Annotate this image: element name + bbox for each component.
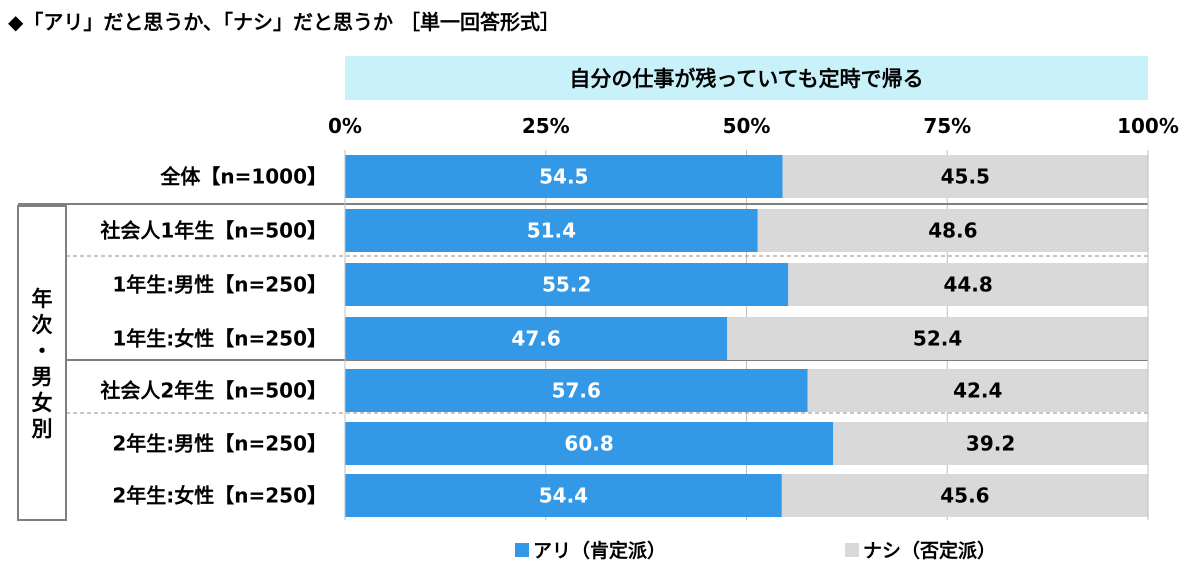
data-label: 57.6 xyxy=(552,379,601,403)
category-label: 社会人2年生【n=500】 xyxy=(99,379,327,403)
data-label: 54.4 xyxy=(539,484,588,508)
legend-swatch xyxy=(845,542,859,557)
data-label: 45.5 xyxy=(941,165,990,189)
x-tick-label: 100% xyxy=(1117,114,1179,138)
data-label: 42.4 xyxy=(953,379,1002,403)
data-label: 60.8 xyxy=(564,432,613,456)
bar-nashi xyxy=(833,422,1148,465)
question-header: 自分の仕事が残っていても定時で帰る xyxy=(345,56,1148,100)
legend-label: アリ（肯定派） xyxy=(533,540,667,562)
group-label-char: 別 xyxy=(32,417,53,441)
category-label: 1年生:男性【n=250】 xyxy=(112,273,327,297)
data-label: 55.2 xyxy=(542,273,591,297)
category-label: 2年生:女性【n=250】 xyxy=(112,484,327,508)
data-label: 52.4 xyxy=(913,327,962,351)
bar-nashi xyxy=(781,474,1148,517)
legend-swatch xyxy=(515,542,529,557)
bar-ari xyxy=(345,317,728,360)
category-label: 2年生:男性【n=250】 xyxy=(112,432,327,456)
bar-ari xyxy=(345,474,782,517)
category-label: 社会人1年生【n=500】 xyxy=(99,219,327,243)
x-tick-label: 25% xyxy=(522,114,570,138)
legend-item: アリ（肯定派） xyxy=(515,536,666,563)
x-tick-label: 0% xyxy=(328,114,362,138)
bar-nashi xyxy=(782,155,1148,198)
category-label: 全体【n=1000】 xyxy=(159,165,327,189)
bar-ari xyxy=(345,369,808,412)
group-label-char: 年 xyxy=(32,287,53,311)
bar-nashi xyxy=(757,209,1148,252)
x-tick-label: 75% xyxy=(923,114,971,138)
bar-nashi xyxy=(788,263,1148,306)
group-label-char: 次 xyxy=(32,313,53,337)
data-label: 45.6 xyxy=(940,484,989,508)
bar-nashi xyxy=(727,317,1148,360)
group-label-char: 女 xyxy=(32,391,53,415)
bar-ari xyxy=(345,155,783,198)
bar-ari xyxy=(345,263,789,306)
data-label: 54.5 xyxy=(539,165,588,189)
legend-item: ナシ（否定派） xyxy=(845,536,996,563)
data-label: 48.6 xyxy=(928,219,977,243)
category-label: 1年生:女性【n=250】 xyxy=(112,327,327,351)
x-tick-label: 50% xyxy=(723,114,771,138)
bar-ari xyxy=(345,209,758,252)
data-label: 51.4 xyxy=(527,219,576,243)
group-bracket xyxy=(17,205,67,521)
page-title: ◆「アリ」だと思うか、「ナシ」だと思うか ［単一回答形式］ xyxy=(8,10,560,34)
group-label-char: 男 xyxy=(32,365,53,389)
legend: アリ（肯定派） ナシ（否定派） xyxy=(0,536,1200,566)
question-text: 自分の仕事が残っていても定時で帰る xyxy=(569,67,924,91)
data-label: 44.8 xyxy=(943,273,992,297)
data-label: 47.6 xyxy=(511,327,560,351)
data-label: 39.2 xyxy=(966,432,1015,456)
group-label-char: ・ xyxy=(32,339,53,363)
bar-nashi xyxy=(807,369,1148,412)
bar-ari xyxy=(345,422,834,465)
legend-label: ナシ（否定派） xyxy=(863,540,997,562)
